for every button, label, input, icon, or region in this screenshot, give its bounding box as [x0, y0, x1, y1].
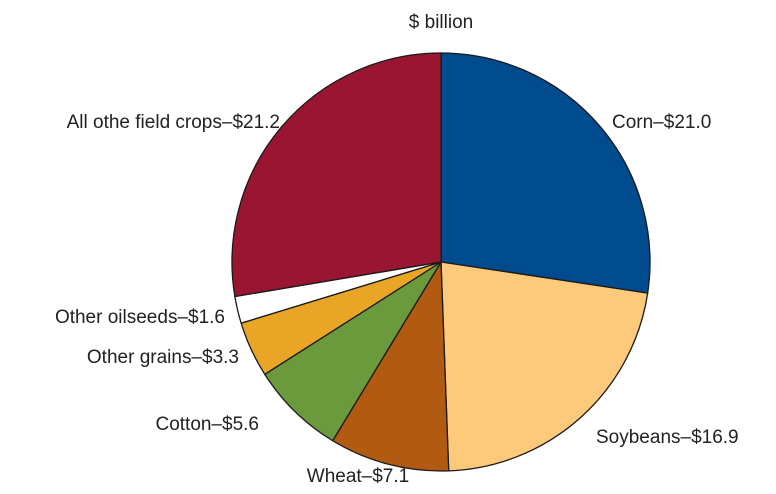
pie-slice-soybeans — [440, 261, 649, 472]
slice-labels: Corn–$21.0 Soybeans–$16.9 Wheat–$7.1 Cotton… — [55, 112, 739, 487]
slice-label-soybeans: Soybeans–$16.9 — [596, 427, 739, 448]
chart-title: $ billion — [409, 12, 473, 33]
slice-label-cotton: Cotton–$5.6 — [155, 414, 259, 435]
slice-label-other-oilseeds: Other oilseeds–$1.6 — [55, 307, 225, 328]
pie-slice-corn — [440, 52, 651, 294]
slice-label-wheat: Wheat–$7.1 — [307, 466, 409, 487]
slice-label-other-grains: Other grains–$3.3 — [87, 347, 239, 368]
pie-slice-wheat — [331, 259, 450, 472]
pie-slice-all-othe-field-crops — [231, 52, 442, 298]
pie-slices — [231, 52, 651, 472]
slice-label-all-othe-field-crops: All othe field crops–$21.2 — [67, 112, 280, 133]
slice-label-corn: Corn–$21.0 — [612, 112, 711, 133]
